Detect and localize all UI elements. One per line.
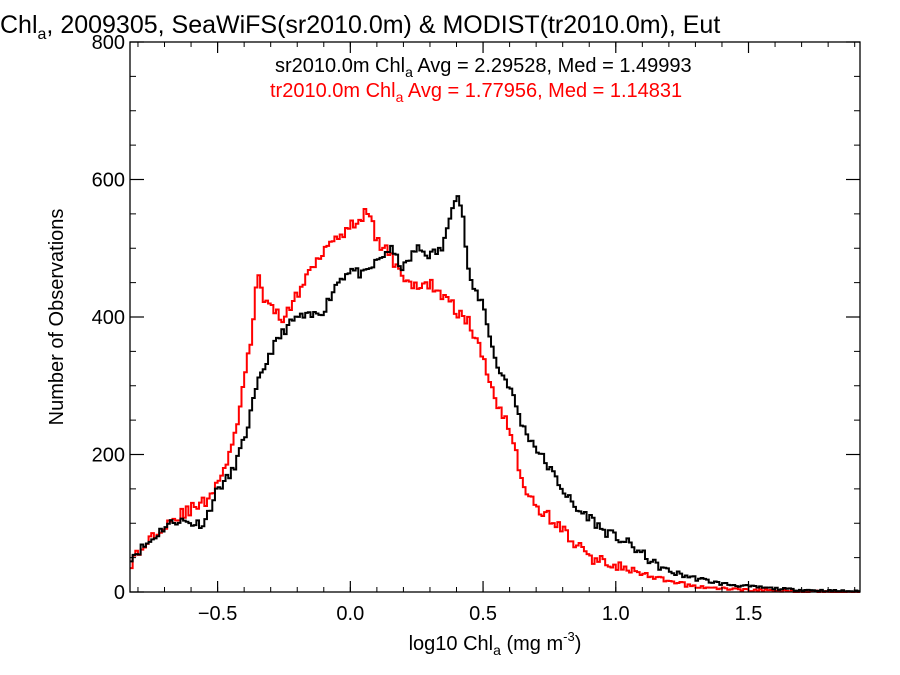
ticks-layer: −0.5 0.0 0.5 1.0 1.5 0 200 400 600 800 — [92, 32, 860, 625]
x-tick-label: 0.5 — [469, 603, 497, 625]
chart-title: Chla, 2009305, SeaWiFS(sr2010.0m) & MODI… — [0, 11, 720, 43]
x-tick-label: −0.5 — [198, 603, 237, 625]
annotation-sr: sr2010.0m Chla Avg = 2.29528, Med = 1.49… — [275, 55, 692, 80]
x-tick-label: 1.5 — [735, 603, 763, 625]
y-tick-label: 400 — [92, 307, 125, 329]
y-tick-label: 800 — [92, 32, 125, 54]
x-tick-label: 1.0 — [602, 603, 630, 625]
annotation-tr: tr2010.0m Chla Avg = 1.77956, Med = 1.14… — [270, 80, 682, 105]
y-tick-label: 0 — [114, 582, 125, 604]
series-line-1 — [130, 208, 860, 593]
series-line-0 — [130, 195, 860, 593]
series-layer — [130, 195, 860, 593]
x-axis-label: log10 Chla (mg m-3) — [409, 629, 582, 658]
y-axis-label: Number of Observations — [46, 209, 68, 426]
plot-frame — [129, 41, 861, 593]
y-tick-label: 200 — [92, 445, 125, 467]
y-tick-label: 600 — [92, 170, 125, 192]
x-tick-label: 0.0 — [336, 603, 364, 625]
